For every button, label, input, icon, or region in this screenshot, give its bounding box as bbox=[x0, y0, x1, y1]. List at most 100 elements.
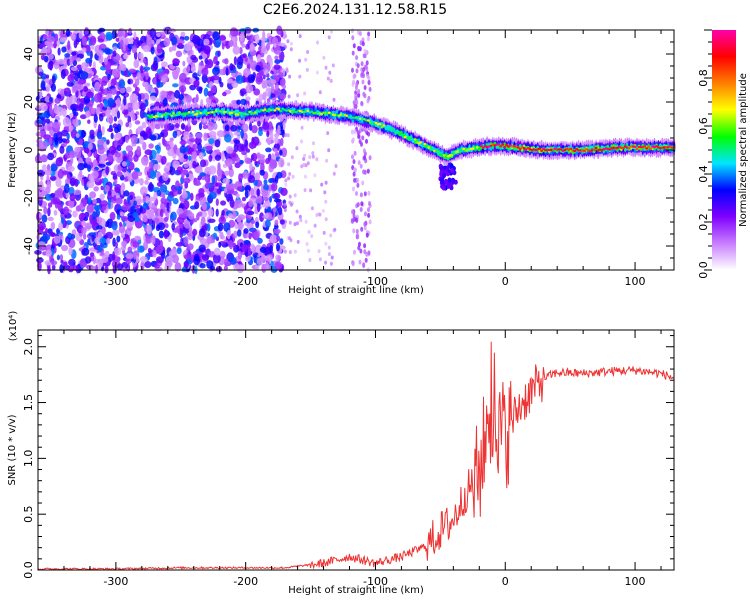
streak-speckle bbox=[355, 191, 358, 196]
snr-plot-area bbox=[38, 330, 674, 570]
noise-speckle bbox=[216, 130, 225, 138]
sparse-speckle bbox=[288, 194, 292, 199]
streak-speckle bbox=[366, 73, 370, 79]
noise-speckle bbox=[139, 256, 148, 263]
noise-speckle bbox=[204, 182, 210, 190]
noise-speckle bbox=[107, 73, 111, 81]
noise-speckle bbox=[43, 55, 49, 63]
noise-speckle bbox=[221, 43, 225, 50]
sparse-speckle bbox=[315, 213, 319, 218]
ridge-cell bbox=[178, 111, 181, 114]
noise-speckle bbox=[148, 134, 157, 140]
streak-speckle bbox=[368, 155, 372, 161]
noise-speckle bbox=[41, 116, 46, 126]
noise-speckle bbox=[188, 155, 192, 161]
noise-speckle bbox=[259, 212, 265, 223]
colorbar-tick-label: 0.6 bbox=[697, 117, 710, 135]
streak-speckle bbox=[362, 148, 366, 154]
noise-speckle bbox=[182, 60, 186, 67]
noise-speckle bbox=[112, 173, 118, 180]
noise-speckle bbox=[251, 125, 258, 134]
noise-speckle bbox=[140, 65, 144, 75]
noise-speckle bbox=[244, 189, 249, 199]
sparse-speckle bbox=[298, 214, 302, 219]
noise-speckle bbox=[62, 117, 71, 127]
noise-speckle bbox=[133, 200, 137, 206]
ridge-cell bbox=[497, 143, 501, 146]
sparse-speckle bbox=[309, 188, 313, 193]
streak-speckle bbox=[356, 234, 360, 240]
noise-speckle bbox=[209, 95, 216, 101]
noise-speckle bbox=[212, 31, 221, 41]
noise-speckle bbox=[261, 189, 268, 197]
x-tick-label: -300 bbox=[103, 575, 128, 588]
noise-speckle bbox=[125, 223, 133, 228]
streak-speckle bbox=[367, 250, 371, 256]
noise-speckle bbox=[272, 36, 279, 46]
noise-speckle bbox=[248, 200, 254, 208]
ridge-cell bbox=[355, 116, 358, 119]
noise-speckle bbox=[50, 192, 56, 198]
noise-speckle bbox=[45, 83, 51, 93]
noise-speckle bbox=[172, 130, 178, 139]
sparse-speckle bbox=[330, 29, 333, 34]
streak-speckle bbox=[353, 167, 356, 173]
noise-speckle bbox=[85, 157, 92, 164]
noise-speckle bbox=[206, 236, 213, 245]
noise-speckle bbox=[176, 247, 182, 254]
colorbar-gradient bbox=[712, 30, 736, 270]
ridge-cell bbox=[447, 177, 452, 183]
noise-speckle bbox=[89, 129, 95, 137]
noise-speckle bbox=[145, 84, 153, 92]
streak-speckle bbox=[351, 35, 355, 41]
ridge-cell bbox=[450, 154, 454, 157]
noise-speckle bbox=[172, 83, 179, 88]
ridge-cell bbox=[616, 146, 619, 150]
noise-speckle bbox=[190, 192, 194, 201]
noise-speckle bbox=[207, 218, 216, 223]
sparse-speckle bbox=[307, 230, 311, 234]
ridge-cell bbox=[579, 149, 582, 152]
noise-speckle bbox=[46, 164, 51, 172]
noise-speckle bbox=[215, 198, 219, 206]
noise-speckle bbox=[139, 102, 146, 112]
streak-speckle bbox=[362, 263, 366, 269]
sparse-speckle bbox=[287, 176, 291, 181]
streak-speckle bbox=[351, 260, 355, 266]
noise-speckle bbox=[183, 35, 190, 41]
sparse-speckle bbox=[288, 172, 292, 176]
ridge-cell bbox=[168, 113, 172, 116]
noise-speckle bbox=[81, 62, 88, 70]
ridge-cell bbox=[481, 146, 485, 149]
sparse-speckle bbox=[288, 250, 292, 255]
ridge-cell bbox=[273, 109, 277, 112]
noise-speckle bbox=[243, 228, 249, 234]
noise-speckle bbox=[171, 36, 178, 45]
noise-speckle bbox=[155, 256, 164, 264]
noise-speckle bbox=[85, 91, 94, 99]
ridge-cell bbox=[234, 109, 238, 115]
noise-speckle bbox=[206, 121, 215, 131]
noise-speckle bbox=[96, 225, 103, 230]
noise-speckle bbox=[80, 114, 87, 120]
ridge-cell bbox=[213, 110, 216, 114]
noise-speckle bbox=[155, 171, 161, 178]
noise-speckle bbox=[163, 139, 167, 147]
sparse-speckle bbox=[293, 193, 297, 198]
noise-speckle bbox=[83, 176, 87, 187]
noise-speckle bbox=[198, 55, 203, 60]
noise-speckle bbox=[203, 87, 209, 97]
noise-speckle bbox=[144, 180, 149, 185]
noise-speckle bbox=[100, 84, 104, 93]
noise-speckle bbox=[50, 232, 56, 238]
sparse-speckle bbox=[311, 151, 315, 156]
noise-speckle bbox=[67, 40, 71, 51]
noise-speckle bbox=[61, 244, 69, 252]
streak-speckle bbox=[357, 134, 361, 140]
noise-speckle bbox=[260, 162, 265, 173]
noise-speckle bbox=[236, 229, 242, 237]
colorbar-tick-label: 0.8 bbox=[697, 69, 710, 87]
noise-speckle bbox=[256, 152, 261, 159]
ridge-cell bbox=[538, 147, 542, 150]
noise-speckle bbox=[167, 94, 172, 103]
